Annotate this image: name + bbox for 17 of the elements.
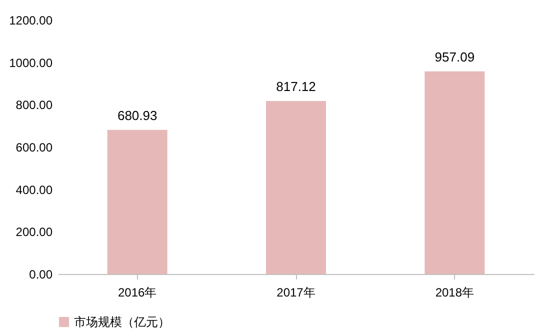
data-label: 957.09 (434, 49, 475, 64)
bar (424, 71, 485, 274)
x-tick-label: 2017年 (276, 286, 316, 300)
y-tick-label: 1200.00 (9, 14, 53, 28)
y-tick-label: 800.00 (16, 98, 53, 112)
x-tick-label: 2018年 (435, 286, 474, 300)
x-tick-label: 2016年 (118, 286, 157, 300)
y-tick-label: 600.00 (16, 140, 53, 154)
y-tick-label: 1000.00 (9, 56, 53, 70)
bar (266, 101, 326, 274)
y-tick-label: 0.00 (29, 268, 53, 282)
y-tick-label: 400.00 (16, 182, 53, 197)
data-label: 680.93 (117, 108, 158, 123)
bar (107, 130, 168, 274)
legend-label: 市场规模（亿元） (74, 315, 170, 329)
y-tick-label: 200.00 (16, 225, 53, 240)
data-label: 817.12 (276, 79, 316, 94)
